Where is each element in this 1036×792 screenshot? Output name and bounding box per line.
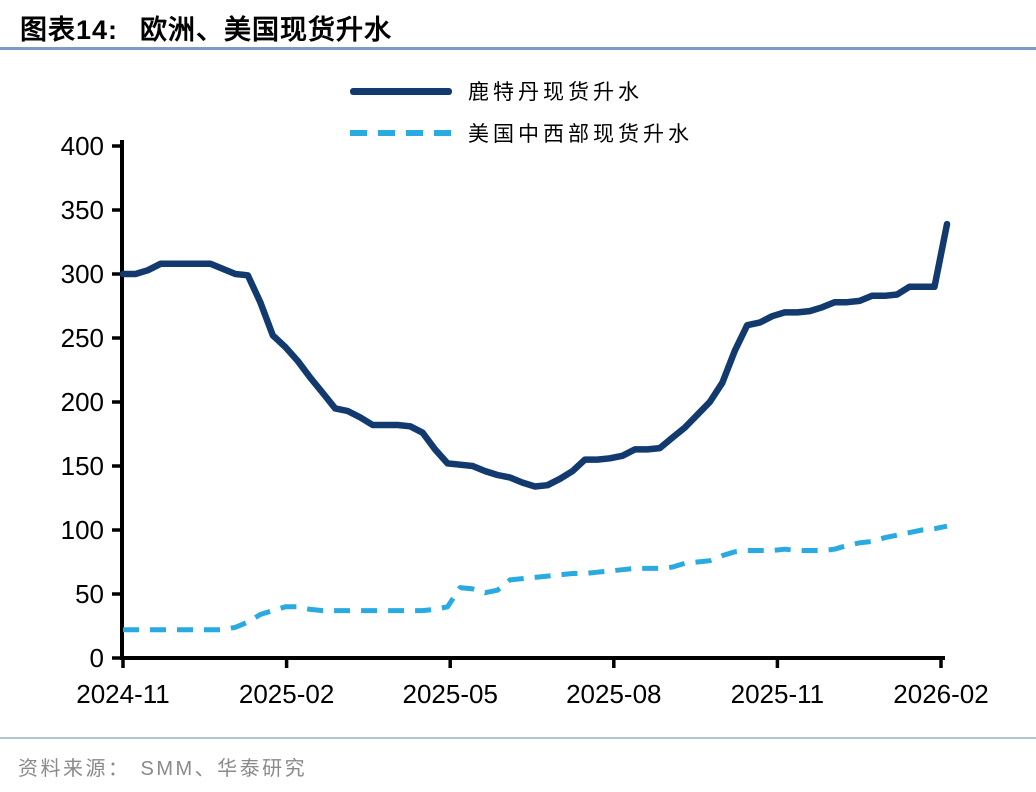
y-tick-label: 300 (61, 259, 104, 289)
x-tick-label: 2026-02 (893, 679, 988, 709)
legend-dashed-line-icon (350, 130, 452, 136)
y-tick-label: 200 (61, 387, 104, 417)
y-tick-label: 0 (90, 643, 104, 673)
x-tick-label: 2025-08 (566, 679, 661, 709)
y-tick-label: 350 (61, 195, 104, 225)
legend-item-us-midwest: 美国中西部现货升水 (350, 112, 693, 154)
y-tick-label: 250 (61, 323, 104, 353)
figure-title: 欧洲、美国现货升水 (140, 15, 393, 45)
header-divider (0, 47, 1036, 50)
source-text: SMM、华泰研究 (140, 758, 308, 780)
figure-label: 图表14: (20, 15, 119, 45)
legend-item-rotterdam: 鹿特丹现货升水 (350, 70, 693, 112)
legend-solid-line-icon (350, 87, 452, 95)
y-tick-label: 150 (61, 451, 104, 481)
y-tick-label: 50 (75, 579, 104, 609)
footer-divider (0, 737, 1036, 739)
source-label: 资料来源： (18, 758, 131, 780)
x-tick-label: 2025-05 (402, 679, 497, 709)
legend-label-rotterdam: 鹿特丹现货升水 (468, 81, 643, 104)
legend-label-us-midwest: 美国中西部现货升水 (468, 123, 693, 146)
x-tick-label: 2024-11 (76, 679, 170, 709)
rotterdam-series-line (119, 220, 951, 490)
us-midwest-series-line (123, 523, 948, 633)
y-tick-label: 100 (61, 515, 104, 545)
axes (120, 140, 945, 660)
x-tick-label: 2025-11 (731, 679, 825, 709)
figure-header: 图表14: 欧洲、美国现货升水 (20, 8, 392, 47)
y-tick-label: 400 (61, 131, 104, 161)
x-tick-label: 2025-02 (239, 679, 334, 709)
chart-legend: 鹿特丹现货升水 美国中西部现货升水 (350, 70, 693, 154)
source-note: 资料来源： SMM、华泰研究 (18, 752, 307, 781)
